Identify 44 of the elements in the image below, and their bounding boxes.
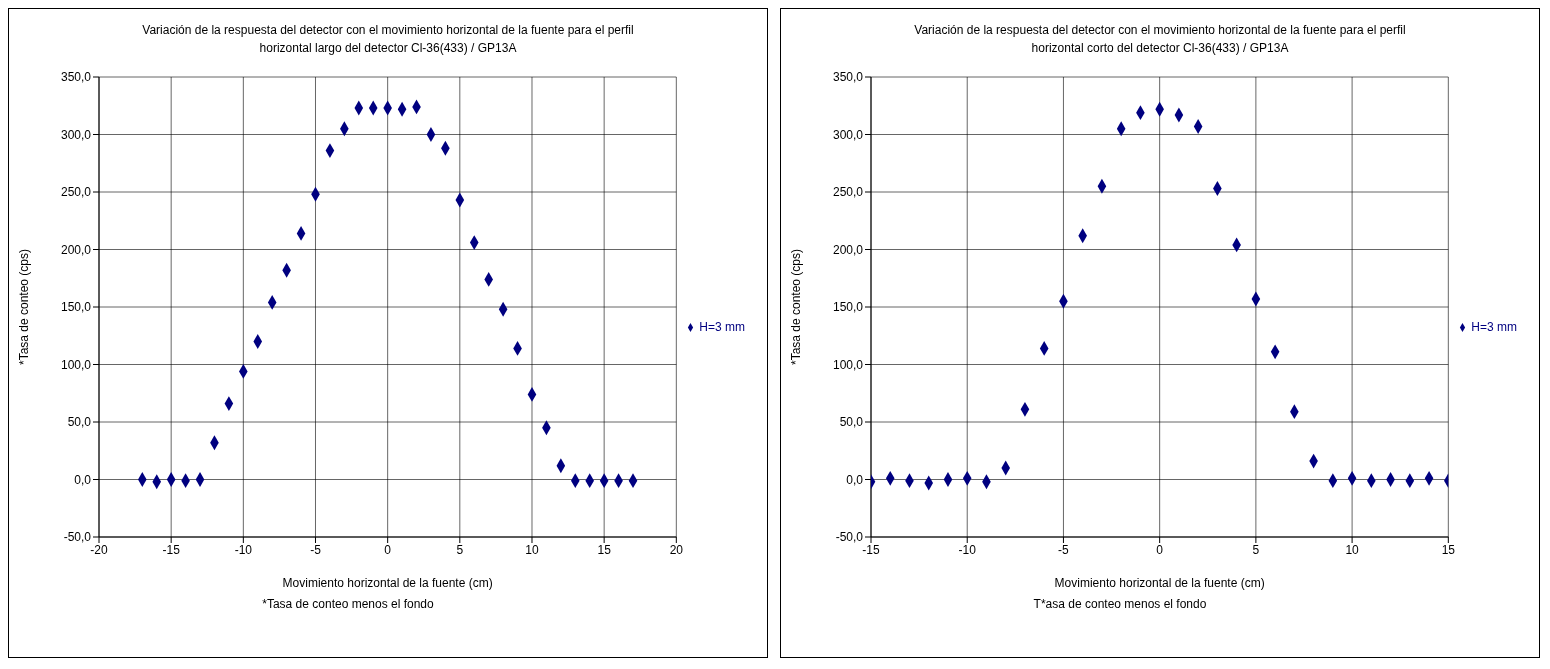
x-axis-title: Movimiento horizontal de la fuente (cm) bbox=[282, 576, 493, 590]
x-tick-label: -15 bbox=[162, 542, 181, 557]
y-tick-label: 200,0 bbox=[60, 242, 92, 257]
y-axis-title: *Tasa de conteo (cps) bbox=[789, 248, 804, 366]
y-tick-label: 250,0 bbox=[60, 185, 92, 200]
y-tick-label: 300,0 bbox=[832, 127, 864, 142]
x-tick-label: 0 bbox=[1156, 542, 1164, 557]
y-tick-label: 350,0 bbox=[60, 70, 92, 85]
x-tick-label: 10 bbox=[1345, 542, 1360, 557]
x-tick-label: 10 bbox=[525, 542, 539, 557]
x-tick-label: 15 bbox=[597, 542, 612, 557]
y-tick-label: -50,0 bbox=[835, 530, 864, 545]
y-tick-label: -50,0 bbox=[63, 530, 92, 545]
y-tick-label: 50,0 bbox=[839, 415, 864, 430]
y-tick-label: 0,0 bbox=[846, 472, 864, 487]
y-tick-label: 300,0 bbox=[60, 127, 92, 142]
y-tick-label: 100,0 bbox=[60, 357, 92, 372]
y-tick-label: 350,0 bbox=[832, 70, 864, 85]
chart-title: Variación de la respuesta del detector con el movimiento horizontal de la fuente para el perfil horizontal largo del detector Cl-36(433) / GP13A bbox=[141, 22, 635, 57]
text: T*asa de conteo menos el fondo bbox=[1032, 597, 1208, 611]
x-tick-label: -15 bbox=[862, 542, 880, 557]
x-tick-label: 0 bbox=[384, 542, 392, 557]
x-tick-label: -5 bbox=[310, 542, 322, 557]
x-tick-label: 15 bbox=[1441, 542, 1456, 557]
y-tick-label: 50,0 bbox=[67, 415, 92, 430]
y-tick-label: 0,0 bbox=[74, 472, 92, 487]
y-axis-title: *Tasa de conteo (cps) bbox=[17, 248, 32, 366]
x-tick-label: -10 bbox=[234, 542, 253, 557]
legend-label: H=3 mm bbox=[699, 320, 745, 334]
x-tick-label: 5 bbox=[1252, 542, 1260, 557]
y-tick-label: 150,0 bbox=[60, 300, 92, 315]
x-tick-label: 20 bbox=[669, 542, 684, 557]
y-tick-label: 150,0 bbox=[832, 300, 864, 315]
y-tick-label: 100,0 bbox=[832, 357, 864, 372]
x-tick-label: -20 bbox=[90, 542, 108, 557]
text: *Tasa de conteo menos el fondo bbox=[261, 597, 435, 611]
y-tick-label: 250,0 bbox=[832, 185, 864, 200]
legend-label: H=3 mm bbox=[1471, 320, 1517, 334]
x-tick-label: 5 bbox=[456, 542, 464, 557]
y-tick-label: 200,0 bbox=[832, 242, 864, 257]
chart-title: Variación de la respuesta del detector con el movimiento horizontal de la fuente para el perfil horizontal corto del detector Cl-36(433) / GP13A bbox=[913, 22, 1407, 57]
x-tick-label: -5 bbox=[1058, 542, 1070, 557]
x-axis-title: Movimiento horizontal de la fuente (cm) bbox=[1054, 576, 1265, 590]
x-tick-label: -10 bbox=[958, 542, 977, 557]
